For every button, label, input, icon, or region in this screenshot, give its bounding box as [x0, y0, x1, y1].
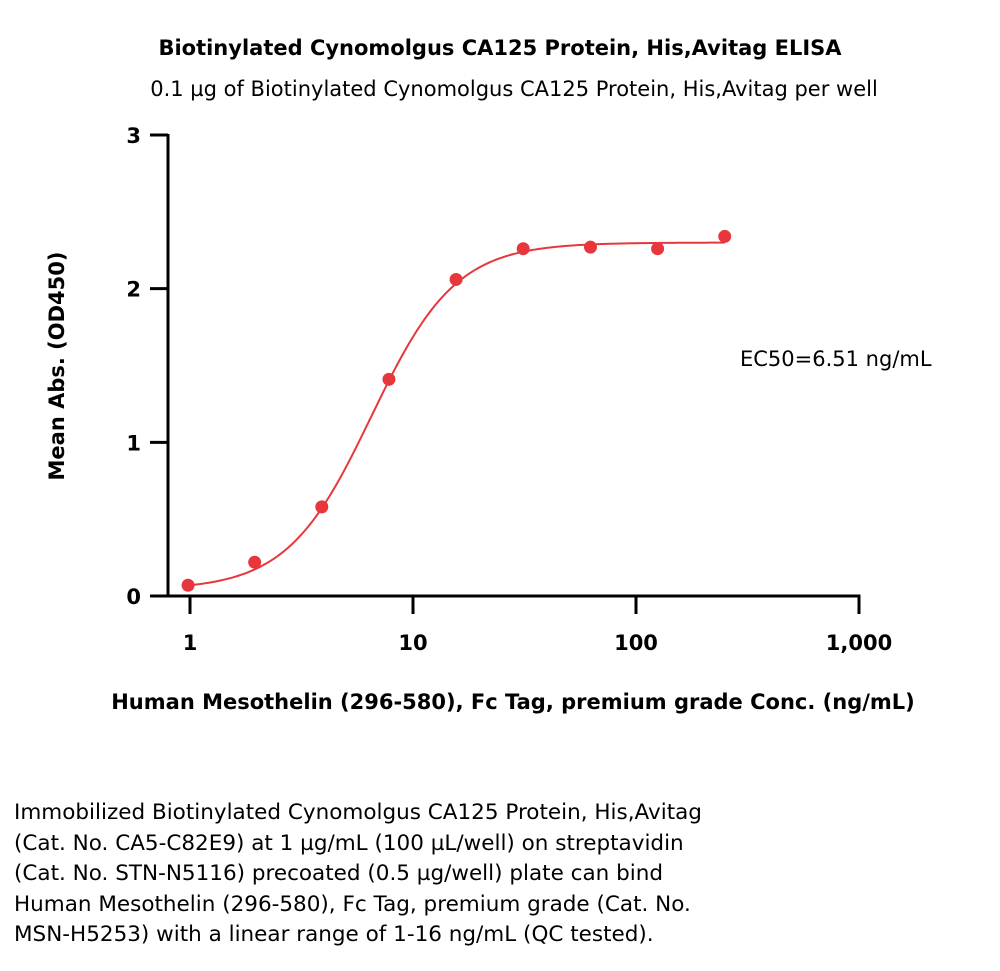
data-point — [718, 229, 732, 243]
data-point — [583, 240, 597, 254]
y-tick-label: 0 — [126, 585, 141, 609]
axes: 0 1 2 3 1 10 100 1,000 — [126, 124, 892, 655]
data-point — [449, 272, 463, 286]
data-points — [181, 229, 732, 592]
x-tick-label: 10 — [398, 631, 427, 655]
chart-title: Biotinylated Cynomolgus CA125 Protein, H… — [158, 36, 842, 60]
x-axis-title: Human Mesothelin (296-580), Fc Tag, prem… — [111, 690, 915, 714]
caption-line: (Cat. No. STN-N5116) precoated (0.5 µg/w… — [14, 861, 663, 886]
figure-caption: Immobilized Biotinylated Cynomolgus CA12… — [14, 798, 914, 951]
data-point — [181, 578, 195, 592]
data-point — [315, 500, 329, 514]
data-point — [651, 242, 665, 256]
data-point — [248, 555, 262, 569]
caption-line: Human Mesothelin (296-580), Fc Tag, prem… — [14, 891, 691, 917]
x-tick-label: 1 — [183, 631, 198, 655]
data-point — [382, 372, 396, 386]
ec50-annotation: EC50=6.51 ng/mL — [740, 347, 932, 371]
caption-line: MSN-H5253) with a linear range of 1-16 n… — [14, 922, 654, 947]
x-tick-label: 100 — [614, 631, 658, 655]
y-tick-label: 2 — [126, 278, 141, 302]
chart-svg: 0 1 2 3 1 10 100 1,000 Mean Abs. (OD450) Human … — [45, 124, 932, 714]
caption-line: (Cat. No. CA5-C82E9) at 1 µg/mL (100 µL/… — [14, 830, 684, 856]
y-tick-label: 1 — [126, 431, 141, 455]
fit-curve — [187, 241, 725, 587]
y-tick-label: 3 — [126, 124, 141, 148]
chart-subtitle: 0.1 µg of Biotinylated Cynomolgus CA125 … — [150, 77, 878, 101]
y-axis-title: Mean Abs. (OD450) — [45, 252, 69, 481]
caption-line: Immobilized Biotinylated Cynomolgus CA12… — [14, 800, 702, 825]
x-tick-label: 1,000 — [826, 631, 892, 655]
data-point — [516, 242, 530, 256]
